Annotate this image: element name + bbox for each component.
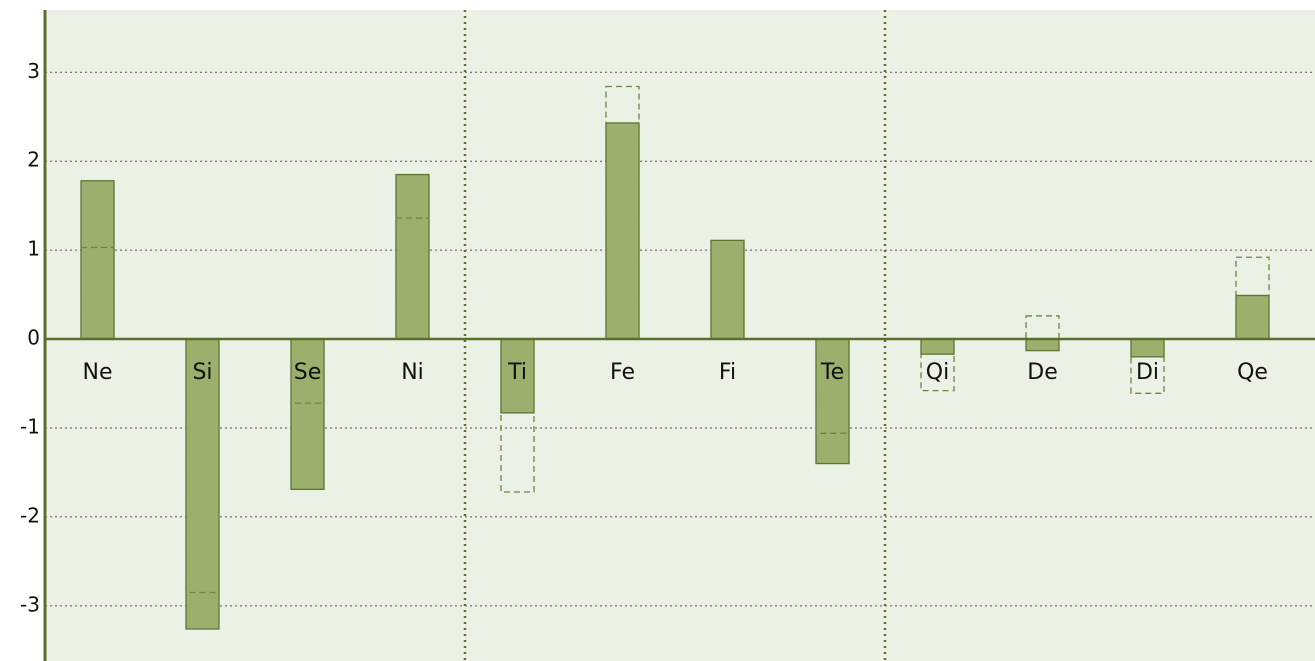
bar	[1025, 338, 1060, 352]
x-tick-label: Ni	[401, 360, 424, 385]
bar	[1130, 338, 1165, 358]
y-tick-label: 1	[27, 237, 40, 261]
bar	[185, 338, 220, 630]
bar	[1235, 294, 1270, 340]
x-tick-label: Ne	[83, 360, 113, 385]
x-tick-label: Se	[294, 360, 322, 385]
y-tick-label: 2	[27, 148, 40, 172]
x-tick-label: Qi	[926, 360, 949, 385]
outline-bar	[920, 338, 955, 392]
y-tick-label: 0	[27, 326, 40, 350]
plot-background	[45, 10, 1315, 661]
bar	[395, 173, 430, 340]
bar	[710, 239, 745, 340]
outline-bar	[290, 338, 325, 404]
x-tick-label: Si	[192, 360, 212, 385]
bar	[80, 180, 115, 340]
y-tick-label: -2	[20, 503, 40, 527]
bar	[815, 338, 850, 465]
x-tick-label: Te	[820, 360, 844, 385]
y-tick-label: -3	[20, 592, 40, 616]
x-tick-label: Di	[1136, 360, 1159, 385]
bar	[500, 338, 535, 414]
x-tick-label: Fi	[719, 360, 736, 385]
bar	[920, 338, 955, 355]
y-tick-label: -1	[20, 414, 40, 438]
x-tick-label: De	[1027, 360, 1057, 385]
outline-bar	[500, 338, 535, 493]
x-tick-label: Qe	[1237, 360, 1268, 385]
outline-bar	[185, 338, 220, 594]
x-tick-label: Ti	[507, 360, 527, 385]
y-tick-label: 3	[27, 59, 40, 83]
x-tick-label: Fe	[610, 360, 635, 385]
outline-bar	[815, 338, 850, 434]
outline-bar	[1130, 338, 1165, 394]
bar	[605, 122, 640, 340]
